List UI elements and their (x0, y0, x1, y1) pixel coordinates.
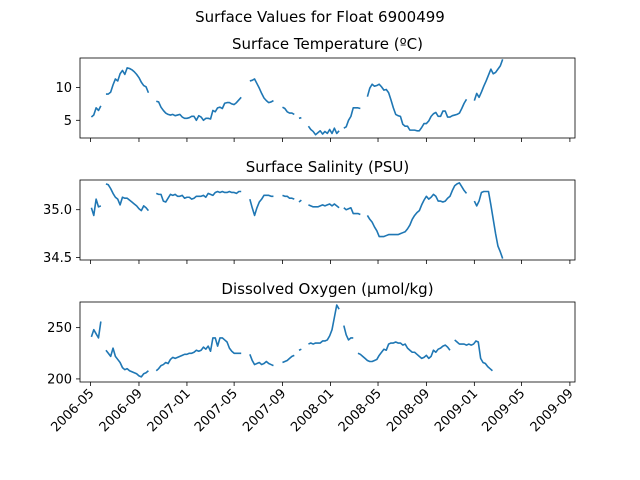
oxygen-series-line (357, 341, 451, 363)
salinity-y-axis: 35.0 34.5 (43, 203, 80, 266)
x-tick-label: 2007-01 (145, 386, 194, 435)
salinity-series-line (473, 190, 504, 259)
temperature-series-line (343, 107, 361, 129)
salinity-series (90, 182, 504, 259)
salinity-series-line (343, 206, 361, 216)
temperature-series-line (90, 105, 102, 118)
temperature-series-line (249, 78, 274, 104)
oxygen-series-line (155, 337, 242, 372)
oxygen-series-line (308, 304, 340, 345)
salinity-title: Surface Salinity (PSU) (246, 158, 409, 176)
temperature-series-line (298, 116, 302, 120)
temperature-series-line (307, 125, 340, 136)
x-tick-label: 2006-09 (97, 386, 146, 435)
oxygen-series-line (343, 325, 354, 341)
oxygen-panel: Dissolved Oxygen (µmol/kg) 200 250 2006-0… (47, 280, 577, 435)
temperature-series-line (366, 83, 468, 132)
temperature-series-line (105, 67, 150, 95)
oxygen-series-line (298, 348, 302, 351)
temperature-series-line (473, 59, 504, 101)
temperature-series-line (282, 106, 295, 116)
temperature-title: Surface Temperature (ºC) (232, 35, 423, 53)
oxygen-series-line (105, 347, 149, 378)
temperature-y-tick-label: 5 (64, 114, 72, 129)
x-tick-label: 2008-09 (384, 386, 433, 435)
oxygen-axes-frame (79, 301, 576, 383)
x-tick-label: 2009-01 (432, 386, 481, 435)
oxygen-title: Dissolved Oxygen (µmol/kg) (221, 280, 433, 298)
oxygen-series-line (249, 354, 274, 367)
temperature-y-axis: 5 10 (55, 81, 80, 129)
oxygen-series-line (90, 321, 102, 339)
salinity-series-line (155, 190, 242, 203)
temperature-series-line (156, 96, 242, 122)
salinity-y-tick-label: 34.5 (43, 251, 72, 266)
oxygen-series (90, 304, 493, 378)
oxygen-y-tick-label: 200 (47, 372, 72, 387)
x-tick-label: 2008-05 (336, 386, 385, 435)
salinity-series-line (308, 203, 340, 209)
temperature-y-tick-label: 10 (55, 81, 72, 96)
salinity-y-tick-label: 35.0 (43, 203, 72, 218)
temperature-axes-frame (79, 57, 576, 139)
salinity-x-axis (90, 260, 571, 264)
figure-suptitle: Surface Values for Float 6900499 (195, 8, 445, 26)
salinity-series-line (282, 194, 295, 200)
x-tick-label: 2009-05 (479, 386, 528, 435)
x-tick-label: 2007-09 (240, 386, 289, 435)
salinity-series-line (105, 183, 150, 212)
oxygen-y-axis: 200 250 (47, 321, 80, 387)
x-tick-label: 2009-09 (528, 386, 577, 435)
x-tick-label: 2006-05 (48, 386, 97, 435)
oxygen-series-line (454, 339, 493, 372)
oxygen-series-line (282, 354, 295, 364)
oxygen-y-tick-label: 250 (47, 321, 72, 336)
salinity-axes-frame (79, 179, 576, 261)
salinity-series-line (366, 182, 468, 238)
x-tick-label: 2008-01 (288, 386, 337, 435)
x-tick-label: 2007-05 (192, 386, 241, 435)
salinity-series-line (249, 194, 274, 217)
salinity-series-line (298, 199, 302, 203)
salinity-panel: Surface Salinity (PSU) 35.0 34.5 (43, 158, 576, 266)
temperature-series (90, 59, 504, 136)
salinity-series-line (90, 198, 102, 217)
temperature-panel: Surface Temperature (ºC) 5 10 (55, 35, 576, 142)
temperature-x-axis (90, 138, 571, 142)
